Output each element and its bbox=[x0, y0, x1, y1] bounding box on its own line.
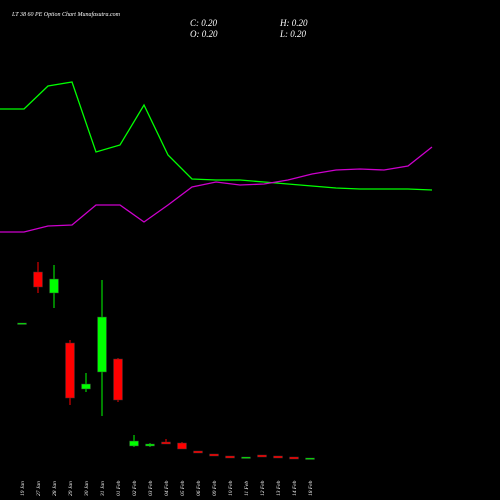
x-tick-label: 14 Feb bbox=[291, 480, 298, 496]
candle-body bbox=[113, 358, 123, 401]
candle-body bbox=[241, 456, 251, 459]
candle-body bbox=[161, 441, 171, 445]
x-tick-label: 01 Feb bbox=[116, 480, 122, 496]
x-tick-label: 31 Jan bbox=[100, 481, 106, 497]
x-tick-label: 13 Feb bbox=[276, 480, 282, 496]
x-tick-label: 04 Feb bbox=[163, 480, 170, 496]
candle-body bbox=[65, 342, 75, 399]
candle-body bbox=[81, 383, 91, 390]
candle-body bbox=[209, 453, 219, 457]
indicator-line bbox=[0, 146, 433, 233]
x-tick-label: 28 Jan bbox=[52, 481, 58, 496]
candle-body bbox=[257, 454, 267, 458]
x-tick-label: 18 Feb bbox=[308, 480, 314, 496]
x-tick-label: 12 Feb bbox=[260, 480, 266, 496]
chart-title: LT 38 60 PE Option Chart Munafasutra.com bbox=[11, 11, 121, 18]
indicator-line bbox=[0, 81, 433, 191]
x-tick-label: 03 Feb bbox=[148, 480, 154, 496]
x-tick-label: 06 Feb bbox=[196, 480, 202, 496]
candle-body bbox=[49, 278, 59, 294]
x-tick-label: 09 Feb bbox=[212, 480, 218, 496]
candle-body bbox=[177, 442, 187, 450]
close-label: C: 0.20 bbox=[190, 18, 218, 28]
x-tick-label: 10 Feb bbox=[228, 480, 234, 496]
candle-body bbox=[289, 456, 299, 460]
x-tick-label: 29 Jan bbox=[68, 481, 74, 496]
x-tick-label: 05 Feb bbox=[180, 480, 186, 496]
x-tick-label: 27 Jan bbox=[36, 481, 42, 496]
candle-body bbox=[17, 322, 27, 325]
candle-body bbox=[129, 440, 139, 447]
candle-body bbox=[305, 457, 315, 460]
x-tick-label: 11 Feb bbox=[244, 481, 250, 496]
candle-body bbox=[225, 455, 235, 459]
x-tick-label: 02 Feb bbox=[132, 480, 138, 496]
candle-body bbox=[273, 455, 283, 459]
candle-body bbox=[33, 271, 43, 288]
candle-body bbox=[193, 450, 203, 454]
high-label: H: 0.20 bbox=[279, 18, 308, 28]
candle-body bbox=[97, 316, 107, 373]
open-label: O: 0.20 bbox=[190, 29, 218, 39]
candle-body bbox=[145, 443, 155, 447]
x-tick-label: 19 Jan bbox=[20, 481, 26, 496]
low-label: L: 0.20 bbox=[279, 29, 307, 39]
x-tick-label: 30 Jan bbox=[84, 481, 90, 497]
